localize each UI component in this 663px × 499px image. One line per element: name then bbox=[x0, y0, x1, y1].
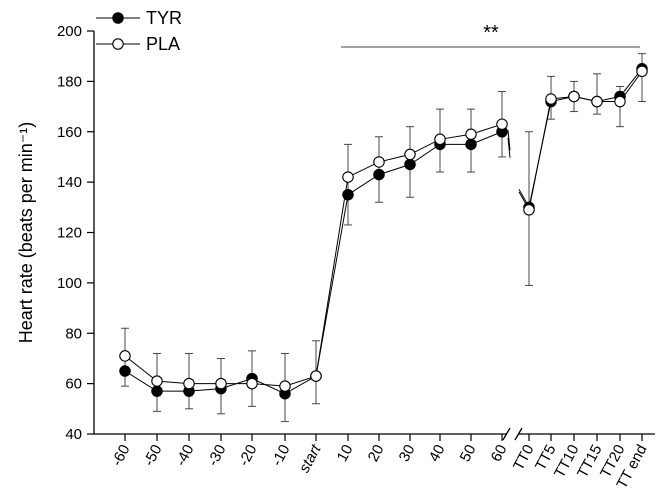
series-line-pla bbox=[124, 123, 503, 387]
y-tick-label: 40 bbox=[65, 426, 82, 443]
data-point-pla bbox=[591, 95, 603, 108]
data-point-tyr bbox=[151, 385, 163, 397]
x-tick-label: -30 bbox=[204, 442, 229, 469]
series-line-break-tyr bbox=[507, 137, 511, 158]
data-point-pla bbox=[246, 377, 258, 390]
x-tick-label: -50 bbox=[140, 442, 165, 469]
x-axis-break-mark bbox=[514, 427, 523, 441]
x-tick-label: 60 bbox=[488, 442, 511, 465]
x-tick-label: start bbox=[296, 441, 325, 475]
data-point-pla bbox=[434, 133, 446, 146]
legend: TYR PLA bbox=[96, 8, 182, 54]
y-tick-label: 120 bbox=[57, 225, 82, 242]
significance-label: ** bbox=[483, 22, 499, 44]
series-line-break-pla bbox=[507, 130, 511, 151]
data-point-pla bbox=[545, 93, 557, 105]
data-point-pla bbox=[465, 128, 477, 141]
x-tick-label: -10 bbox=[268, 442, 293, 469]
data-point-pla bbox=[568, 90, 580, 103]
significance-annotation: ** bbox=[341, 22, 640, 48]
legend-label-pla: PLA bbox=[146, 34, 180, 54]
data-point-tyr bbox=[465, 138, 477, 151]
x-tick-label: -20 bbox=[235, 442, 260, 469]
y-tick-label: 180 bbox=[57, 73, 82, 90]
x-axis-break-mark bbox=[502, 427, 511, 441]
x-tick-label: 50 bbox=[457, 442, 480, 465]
legend-label-tyr: TYR bbox=[146, 8, 182, 28]
data-point-pla bbox=[614, 95, 626, 108]
data-point-tyr bbox=[119, 365, 131, 377]
data-point-tyr bbox=[342, 188, 354, 201]
x-tick-label: 20 bbox=[365, 442, 388, 465]
x-tick-label: 10 bbox=[334, 442, 357, 465]
data-point-pla bbox=[183, 377, 195, 390]
x-tick-label: -40 bbox=[172, 442, 197, 469]
data-point-pla bbox=[496, 118, 508, 130]
y-tick-label: 160 bbox=[57, 124, 82, 141]
data-point-pla bbox=[342, 171, 354, 183]
series-markers bbox=[119, 63, 648, 400]
series-line-tyr bbox=[124, 131, 503, 395]
data-point-pla bbox=[215, 377, 227, 390]
legend-marker-tyr bbox=[112, 12, 124, 24]
data-point-tyr bbox=[373, 168, 385, 181]
x-tick-label: -60 bbox=[108, 442, 133, 469]
data-point-pla bbox=[636, 65, 648, 78]
y-tick-label: 200 bbox=[57, 23, 82, 40]
data-point-pla bbox=[279, 380, 291, 392]
data-point-pla bbox=[523, 204, 535, 216]
data-point-pla bbox=[373, 156, 385, 168]
data-point-pla bbox=[151, 375, 163, 387]
series-lines bbox=[124, 68, 643, 395]
y-tick-label: 80 bbox=[65, 325, 82, 342]
data-point-tyr bbox=[404, 158, 416, 171]
y-tick-label: 60 bbox=[65, 376, 82, 393]
series-line-tyr bbox=[528, 68, 643, 208]
data-point-pla bbox=[404, 148, 416, 161]
data-point-pla bbox=[310, 370, 322, 382]
legend-marker-pla bbox=[112, 38, 124, 50]
x-tick-label: TT0 bbox=[510, 442, 538, 474]
error-bars bbox=[121, 53, 646, 422]
y-axis-label: Heart rate (beats per min⁻¹) bbox=[16, 122, 36, 344]
axes: 40 60 80 100 120 140 160 180 200 -60 -50 -40 -30 -20-… bbox=[57, 23, 655, 492]
x-tick-label: 40 bbox=[426, 442, 449, 465]
data-point-pla bbox=[119, 350, 131, 362]
series-line-break-tyr bbox=[518, 189, 528, 204]
y-tick-label: 140 bbox=[57, 174, 82, 191]
y-tick-label: 100 bbox=[57, 275, 82, 292]
x-tick-label: 30 bbox=[396, 442, 419, 465]
series-line-pla bbox=[528, 71, 643, 210]
